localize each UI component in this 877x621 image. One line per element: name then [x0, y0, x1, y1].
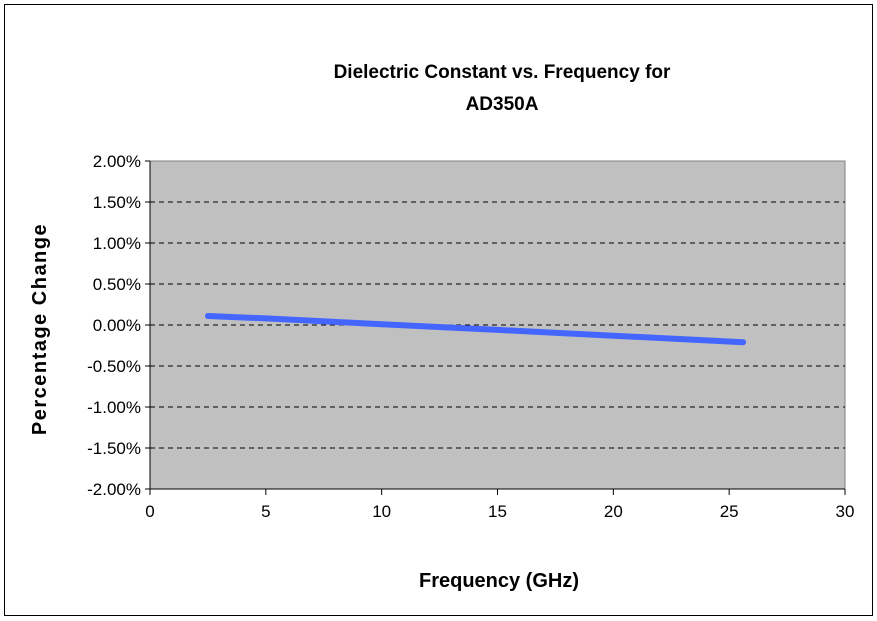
y-axis-label: Percentage Change [29, 223, 51, 435]
x-tick-label-5: 25 [720, 502, 739, 521]
y-tick-label-4: 0.00% [93, 316, 141, 335]
line-chart: Dielectric Constant vs. Frequency for AD… [4, 4, 873, 616]
plot-background [149, 160, 846, 490]
y-tick-label-6: -1.00% [87, 398, 141, 417]
x-tick-label-0: 0 [145, 502, 154, 521]
x-tick-label-6: 30 [836, 502, 855, 521]
chart-title-line-1: Dielectric Constant vs. Frequency for [334, 62, 671, 83]
plot-area: 2.00% 1.50% 1.00% 0.50% 0.00% -0.50% -1.00% -1.… [87, 152, 854, 521]
y-tick-label-1: 1.50% [93, 193, 141, 212]
y-tick-label-0: 2.00% [93, 152, 141, 171]
x-tick-label-2: 10 [372, 502, 391, 521]
y-tick-label-2: 1.00% [93, 234, 141, 253]
x-tick-label-4: 20 [604, 502, 623, 521]
chart-title-line-2: AD350A [466, 94, 539, 115]
x-tick-label-1: 5 [261, 502, 270, 521]
x-axis-label: Frequency (GHz) [419, 570, 579, 592]
y-tick-label-7: -1.50% [87, 439, 141, 458]
y-tick-label-3: 0.50% [93, 275, 141, 294]
y-tick-label-8: -2.00% [87, 480, 141, 499]
y-tick-label-5: -0.50% [87, 357, 141, 376]
x-tick-label-3: 15 [488, 502, 507, 521]
series-line-0 [204, 313, 747, 346]
chart-area: Dielectric Constant vs. Frequency for AD… [4, 4, 873, 616]
